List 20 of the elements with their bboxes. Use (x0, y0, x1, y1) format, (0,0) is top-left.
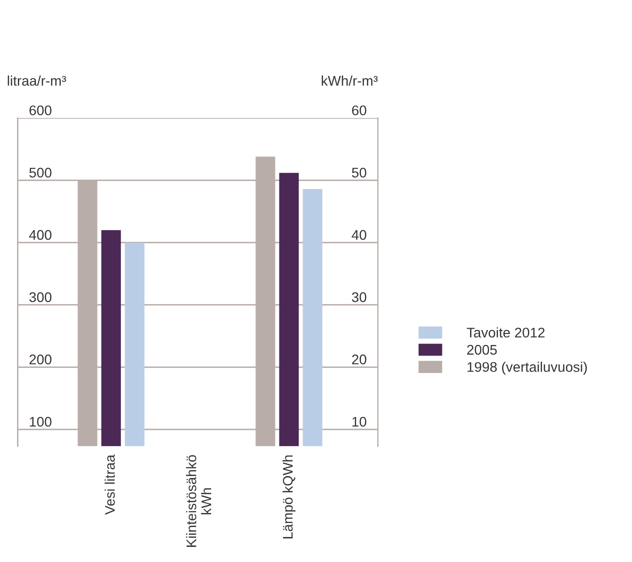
y-tick-label: 100 (30, 416, 52, 427)
y-tick-label: 600 (30, 105, 52, 116)
y-tick-label: 400 (29, 230, 52, 240)
y2-tick-label: 30 (352, 292, 366, 302)
y-tick-label: 500 (29, 168, 52, 178)
legend-label: 1998 (vertailuvuosi) (468, 362, 587, 375)
y2-tick-label: 50 (352, 168, 366, 178)
legend-label: Tavoite 2012 (466, 327, 545, 338)
x-tick-label: Lämpö kQWh (282, 455, 296, 538)
y2-axis-title: kWh/r-m³ (322, 76, 378, 86)
legend-label: 2005 (467, 344, 497, 355)
y-tick-label: 200 (30, 354, 52, 364)
y2-tick-label: 60 (352, 105, 366, 116)
y-axis-title: litraa/r-m³ (8, 76, 66, 86)
x-tick-label: Kiinteistösähkö kWh (186, 455, 212, 547)
y2-tick-label: 10 (352, 416, 366, 427)
y2-tick-label: 40 (352, 230, 366, 240)
x-tick-label: Vesi litraa (104, 454, 115, 515)
y-tick-label: 300 (29, 292, 52, 302)
y2-tick-label: 20 (352, 354, 366, 364)
